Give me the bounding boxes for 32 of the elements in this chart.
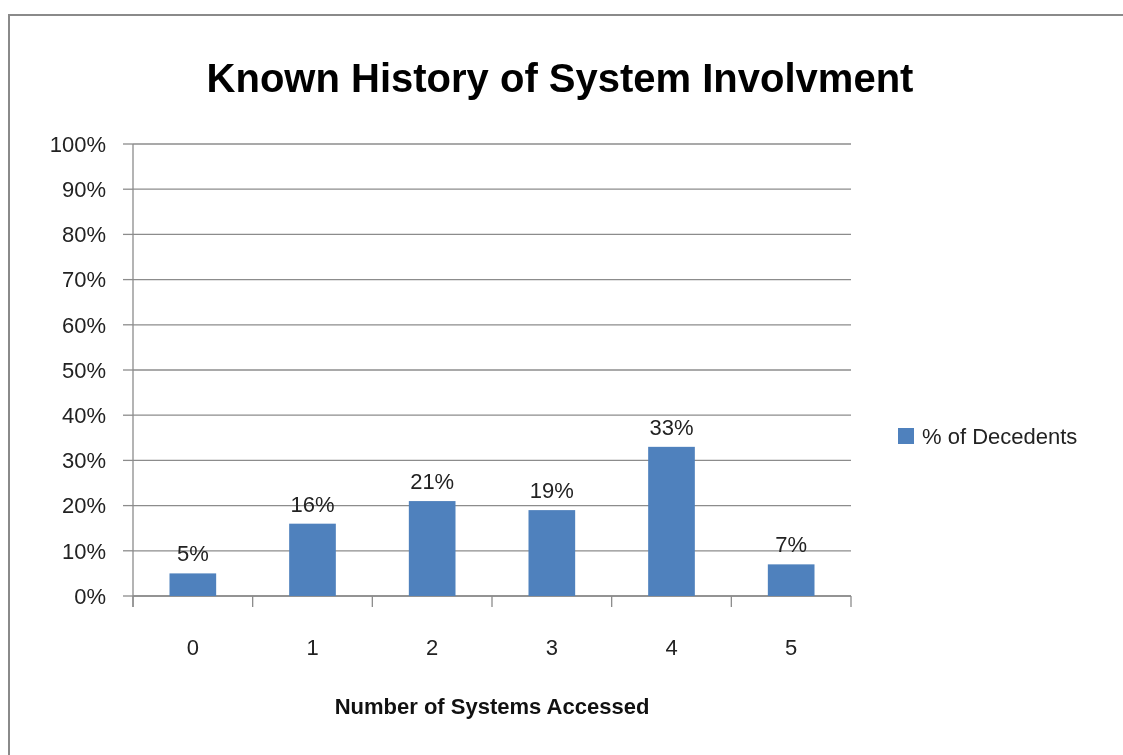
x-tick-label: 0 xyxy=(186,635,199,660)
bar xyxy=(648,446,695,596)
bar xyxy=(408,501,456,596)
x-tick-label: 4 xyxy=(665,635,678,660)
data-label: 7% xyxy=(775,532,808,558)
y-tick-label: 20% xyxy=(61,493,106,519)
y-tick-label: 50% xyxy=(61,357,106,383)
bar xyxy=(528,510,576,596)
y-tick-label: 30% xyxy=(61,448,106,474)
x-tick-label: 2 xyxy=(426,635,439,660)
x-axis-title: Number of Systems Accessed xyxy=(334,694,650,719)
legend-label: % of Decedents xyxy=(922,423,1078,449)
x-tick-label: 3 xyxy=(545,635,558,660)
data-label: 21% xyxy=(410,469,455,495)
x-tick-label: 1 xyxy=(306,635,319,660)
bar xyxy=(289,523,336,596)
data-label: 16% xyxy=(290,491,335,517)
bar xyxy=(169,573,217,596)
data-label: 5% xyxy=(176,541,209,567)
data-label: 33% xyxy=(649,414,694,440)
data-label: 19% xyxy=(529,478,574,504)
y-tick-label: 70% xyxy=(61,267,106,293)
y-tick-label: 80% xyxy=(61,222,106,248)
y-tick-label: 0% xyxy=(74,583,106,609)
y-tick-label: 60% xyxy=(61,312,106,338)
y-tick-label: 40% xyxy=(61,402,106,428)
bar xyxy=(767,564,815,596)
chart-title: Known History of System Involvment xyxy=(206,56,914,100)
y-tick-label: 90% xyxy=(61,176,106,202)
y-tick-label: 10% xyxy=(61,538,106,564)
y-tick-label: 100% xyxy=(49,131,106,157)
x-tick-label: 5 xyxy=(785,635,798,660)
